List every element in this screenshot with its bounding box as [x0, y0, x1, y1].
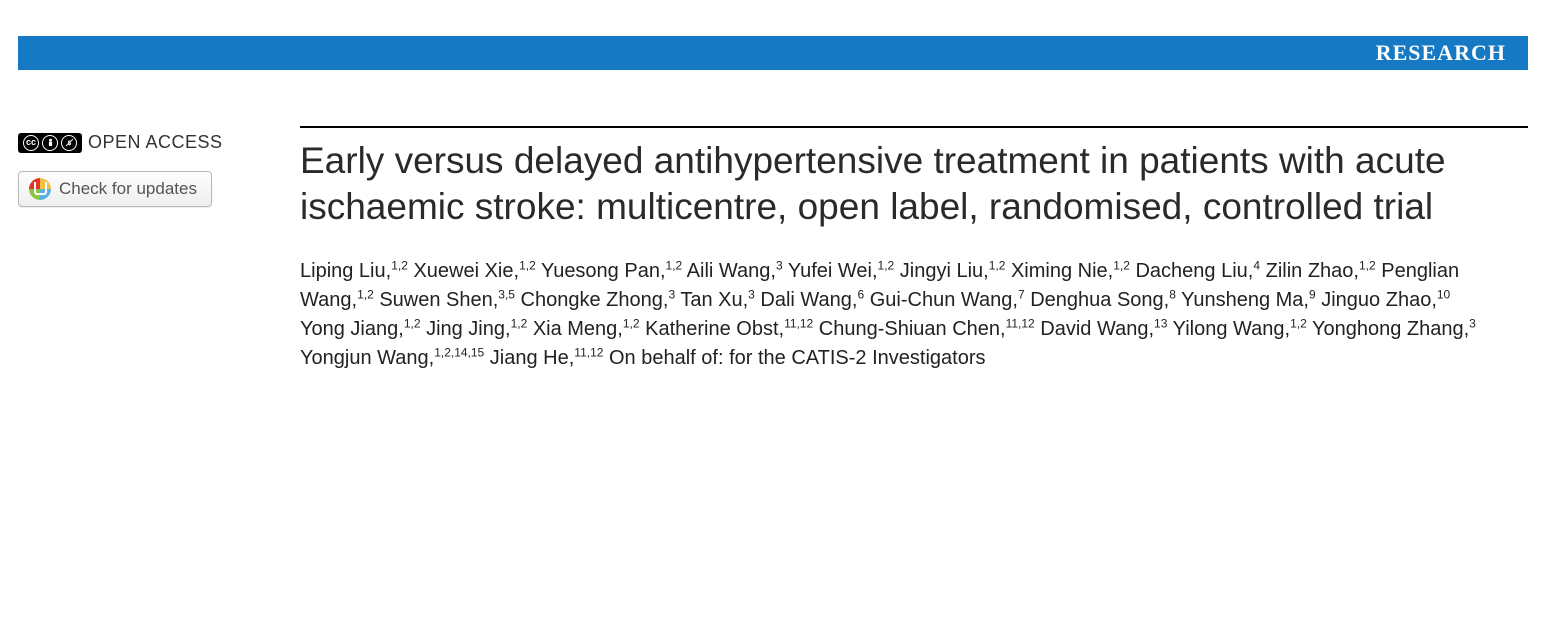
- author-affiliation: 1,2: [623, 316, 640, 330]
- author-affiliation: 11,12: [1006, 316, 1035, 330]
- author-affiliation: 1,2: [357, 287, 374, 301]
- author-affiliation: 11,12: [784, 316, 813, 330]
- author-affiliation: 1,2: [391, 258, 408, 272]
- by-icon: [42, 135, 58, 151]
- article-title: Early versus delayed antihypertensive tr…: [300, 138, 1498, 231]
- check-for-updates-button[interactable]: Check for updates: [18, 171, 212, 207]
- author-affiliation: 9: [1309, 287, 1316, 301]
- author-affiliation: 1,2: [511, 316, 528, 330]
- author-affiliation: 1,2: [1359, 258, 1376, 272]
- cc-icon: cc: [23, 135, 39, 151]
- author-affiliation: 1,2: [666, 258, 683, 272]
- author-affiliation: 3: [748, 287, 755, 301]
- author-affiliation: 4: [1253, 258, 1260, 272]
- author-affiliation: 3,5: [498, 287, 515, 301]
- author-affiliation: 3: [1469, 316, 1476, 330]
- cc-license-icon: cc $: [18, 133, 82, 153]
- author-affiliation: 13: [1154, 316, 1167, 330]
- author-affiliation: 8: [1169, 287, 1176, 301]
- author-affiliation: 1,2: [404, 316, 421, 330]
- author-affiliation: 1,2: [1290, 316, 1307, 330]
- author-affiliation: 1,2,14,15: [434, 345, 484, 359]
- author-affiliation: 3: [776, 258, 783, 272]
- author-affiliation: 1,2: [519, 258, 536, 272]
- open-access-label: OPEN ACCESS: [88, 132, 223, 153]
- author-affiliation: 1,2: [878, 258, 895, 272]
- author-affiliation: 7: [1018, 287, 1025, 301]
- author-affiliation: 3: [668, 287, 675, 301]
- research-banner: RESEARCH: [18, 36, 1528, 70]
- author-affiliation: 1,2: [1113, 258, 1130, 272]
- banner-label: RESEARCH: [1376, 40, 1506, 66]
- updates-button-label: Check for updates: [59, 179, 197, 199]
- crossmark-icon: [29, 178, 51, 200]
- nc-icon: $: [61, 135, 77, 151]
- author-affiliation: 11,12: [574, 345, 603, 359]
- article-header: Early versus delayed antihypertensive tr…: [300, 126, 1528, 373]
- open-access-badge: cc $ OPEN ACCESS: [18, 132, 300, 153]
- content-row: cc $ OPEN ACCESS Check for updates Early…: [0, 126, 1546, 373]
- author-list: Liping Liu,1,2 Xuewei Xie,1,2 Yuesong Pa…: [300, 257, 1498, 373]
- author-affiliation: 1,2: [989, 258, 1006, 272]
- left-column: cc $ OPEN ACCESS Check for updates: [18, 126, 300, 373]
- author-affiliation: 10: [1437, 287, 1450, 301]
- author-affiliation: 6: [857, 287, 864, 301]
